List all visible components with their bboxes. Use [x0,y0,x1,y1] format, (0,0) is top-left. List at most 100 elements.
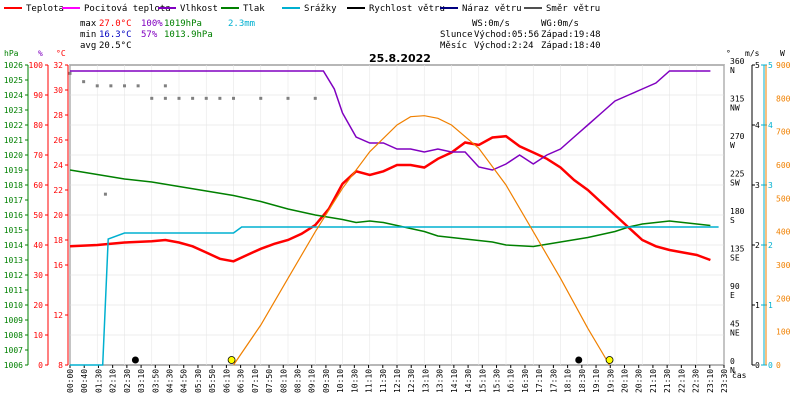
x-tick-label: 10:10 [336,369,345,393]
pressure-tick-label: 1014 [4,241,23,250]
dir-tick-value: 135 [730,245,745,254]
x-tick-label: 17:10 [535,369,544,393]
moon-set: Západ:18:40 [541,41,601,51]
plot-markers [131,356,614,364]
dir-tick-label: S [730,216,735,225]
pressure-tick-label: 1025 [4,76,23,85]
dir-tick-label: E [730,291,735,300]
wind-tick-label: 0 [755,361,760,370]
legend-label: Pocitová teplota [84,4,171,14]
x-tick-label: 20:30 [635,369,644,393]
wind-tick-label: 3 [755,181,760,190]
dir-tick-value: 0 [730,357,735,366]
dir-tick-label: W [730,141,735,150]
pressure-tick-label: 1023 [4,106,23,115]
pressure-tick-label: 1007 [4,346,23,355]
humidity-tick-label: 50 [33,211,43,220]
x-tick-label: 02:10 [109,369,118,393]
stats-min-label: min [80,30,96,40]
dir-tick-label: N [730,66,735,75]
wind-dir-point [123,84,126,88]
rain-tick-label: 5 [768,61,773,70]
x-tick-label: 07:50 [265,369,274,393]
wind-dir-point [82,80,86,84]
wind-dir-point [204,96,208,100]
series-line-temperature [69,134,711,263]
x-tick-label: 04:30 [166,369,175,393]
solar-tick-label: 400 [776,228,791,237]
x-tick-label: 15:10 [478,369,487,393]
humidity-tick-label: 70 [33,151,43,160]
wind-dir-point [95,84,99,88]
legend-label: Náraz větru [462,4,522,14]
x-tick-label: 10:30 [350,369,359,393]
x-tick-label: 22:30 [692,369,701,393]
dir-tick-value: 270 [730,132,745,141]
x-tick-label: 03:50 [151,369,160,393]
wind-tick-label: 4 [755,121,760,130]
x-tick-label: 01:30 [94,369,103,393]
wind-dir-point [163,96,167,100]
stats-min-hum: 57% [141,30,158,40]
wind-dir-point [218,96,222,100]
pressure-tick-label: 1021 [4,136,23,145]
humidity-tick-label: 90 [33,91,43,100]
x-tick-label: 05:50 [208,369,217,393]
dir-tick-label: N [730,366,735,375]
legend-label: Rychlost větru [369,4,445,14]
solar-tick-label: 500 [776,194,791,203]
x-tick-label: 17:30 [549,369,558,393]
stats-min-temp: 16.3°C [99,30,132,40]
sun-marker [227,356,236,364]
pressure-tick-label: 1011 [4,286,23,295]
pressure-tick-label: 1015 [4,226,23,235]
wind-axis-title: m/s [745,49,760,58]
temperature-tick-label: 20 [53,211,63,220]
wind-wg: WG:0m/s [541,19,579,29]
dir-tick-label: NE [730,329,740,338]
temperature-tick-label: 32 [53,61,63,70]
x-tick-label: 14:30 [464,369,473,393]
plot-series [68,70,719,366]
wind-dir-point [68,71,72,75]
wind-dir-point [150,96,154,100]
x-tick-label: 15:30 [493,369,502,393]
x-tick-label: 12:10 [393,369,402,393]
pressure-tick-label: 1022 [4,121,23,130]
series-line-solar [233,115,611,366]
solar-tick-label: 300 [776,261,791,270]
dir-tick-value: 90 [730,282,740,291]
solar-tick-label: 700 [776,128,791,137]
x-tick-label: 09:10 [308,369,317,393]
x-tick-label: 20:10 [620,369,629,393]
x-tick-label: 00:00 [66,369,75,393]
x-tick-label: 11:10 [365,369,374,393]
legend-label: Vlhkost [180,4,218,14]
x-tick-label: 21:10 [649,369,658,393]
x-tick-label: 11:30 [379,369,388,393]
plot-grid [69,64,725,366]
humidity-tick-label: 20 [33,301,43,310]
wind-tick-label: 5 [755,61,760,70]
temp-axis-title: °C [56,49,66,58]
sun-rise: Východ:05:56 [474,30,539,40]
wind-dir-point [163,84,167,88]
x-tick-label: 22:10 [677,369,686,393]
dir-tick-value: 180 [730,207,745,216]
wind-dir-point [286,96,290,100]
temperature-tick-label: 24 [53,161,63,170]
x-tick-label: 08:30 [293,369,302,393]
moon-marker [131,356,139,364]
legend-label: Srážky [304,4,337,14]
dir-tick-value: 45 [730,320,740,329]
wind-tick-label: 2 [755,241,760,250]
wind-dir-point [259,96,263,100]
humidity-tick-label: 40 [33,241,43,250]
stats-min-press: 1013.9hPa [164,30,213,40]
x-tick-label: 03:10 [137,369,146,393]
pressure-tick-label: 1010 [4,301,23,310]
pressure-tick-label: 1017 [4,196,23,205]
humidity-tick-label: 30 [33,271,43,280]
rain-tick-label: 0 [768,361,773,370]
